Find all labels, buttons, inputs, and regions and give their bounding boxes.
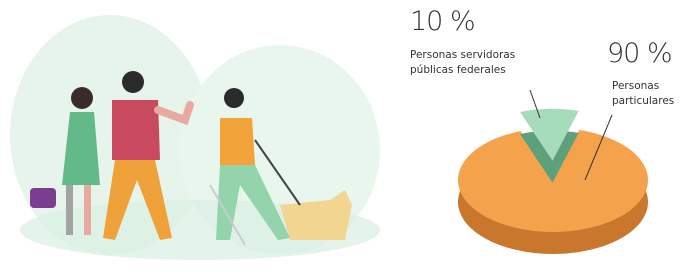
value-label: 90 % <box>607 38 672 69</box>
shirt <box>220 118 255 165</box>
page: {"chart_data": {"type": "pie", "categori… <box>0 0 695 272</box>
illustration <box>10 15 380 260</box>
category-label: Personas particulares <box>612 79 684 109</box>
head <box>224 88 244 108</box>
pie-chart <box>458 109 648 254</box>
scene <box>0 0 695 272</box>
value-label: 10 % <box>410 6 475 37</box>
shirt <box>112 100 160 160</box>
leg <box>66 185 73 235</box>
head <box>71 87 93 109</box>
leg <box>84 185 91 235</box>
category-label: Personas servidoras públicas federales <box>410 48 560 78</box>
bag <box>30 188 56 208</box>
head <box>122 71 144 93</box>
